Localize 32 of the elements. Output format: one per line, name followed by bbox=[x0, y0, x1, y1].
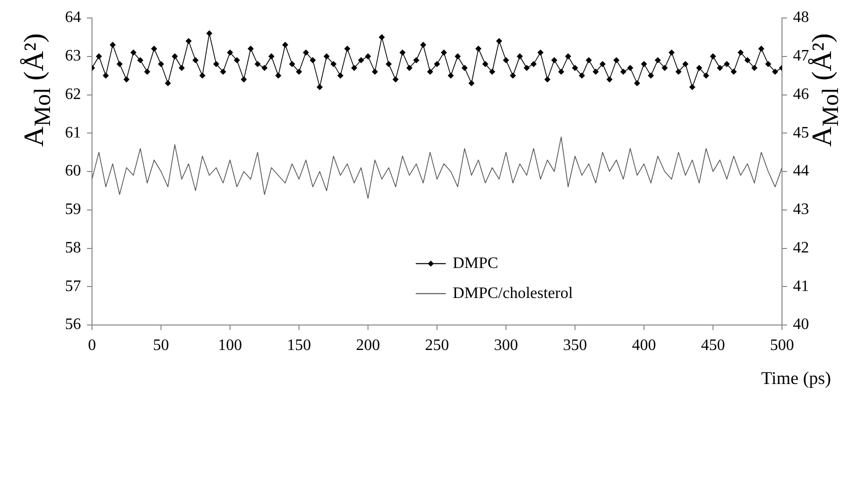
y-tick-label: 57 bbox=[65, 278, 81, 295]
y-tick-label: 61 bbox=[65, 124, 81, 142]
y2-tick-label: 43 bbox=[793, 201, 809, 218]
y2-tick-label: 40 bbox=[793, 316, 809, 334]
y2-tick-label: 48 bbox=[793, 9, 809, 26]
x-tick-label: 450 bbox=[701, 336, 725, 354]
x-tick-label: 250 bbox=[425, 336, 449, 354]
x-axis-title: Time (ps) bbox=[761, 368, 831, 389]
legend-label: DMPC/cholesterol bbox=[452, 284, 574, 302]
y-tick-label: 60 bbox=[65, 162, 81, 180]
y2-tick-label: 46 bbox=[793, 86, 809, 103]
y-tick-label: 62 bbox=[65, 86, 81, 103]
y-tick-label: 63 bbox=[65, 48, 81, 65]
y-tick-label: 56 bbox=[65, 316, 81, 334]
x-tick-label: 200 bbox=[356, 336, 380, 354]
x-tick-label: 150 bbox=[287, 336, 311, 354]
x-tick-label: 350 bbox=[563, 336, 587, 354]
y2-tick-label: 45 bbox=[793, 124, 809, 142]
y2-tick-label: 42 bbox=[793, 239, 809, 256]
y-tick-label: 59 bbox=[65, 201, 81, 218]
y-tick-label: 64 bbox=[65, 9, 81, 26]
x-tick-label: 400 bbox=[632, 336, 656, 354]
x-tick-label: 0 bbox=[88, 336, 96, 354]
x-tick-label: 500 bbox=[770, 336, 794, 354]
y2-tick-label: 44 bbox=[793, 162, 809, 180]
legend-label: DMPC bbox=[452, 254, 498, 272]
x-tick-label: 50 bbox=[153, 336, 169, 354]
y2-tick-label: 47 bbox=[793, 48, 809, 65]
y-tick-label: 58 bbox=[65, 239, 81, 256]
y2-tick-label: 41 bbox=[793, 278, 809, 295]
x-tick-label: 100 bbox=[218, 336, 242, 354]
x-tick-label: 300 bbox=[494, 336, 518, 354]
